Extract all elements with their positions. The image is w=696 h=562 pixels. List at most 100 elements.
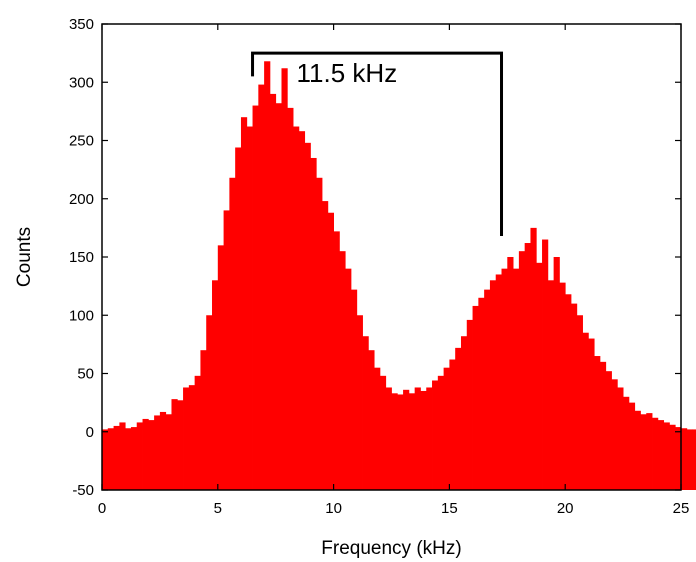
histogram-bar	[235, 147, 242, 491]
histogram-bar	[489, 280, 497, 490]
histogram-bar	[455, 347, 462, 490]
histogram-bar	[565, 294, 572, 490]
histogram-bar	[368, 350, 375, 490]
histogram-bar	[183, 387, 190, 490]
histogram-bar	[200, 350, 207, 490]
histogram-bar	[588, 338, 595, 490]
histogram-bar	[599, 361, 607, 490]
histogram-bar	[130, 427, 138, 490]
y-axis-title: Counts	[14, 227, 35, 287]
x-tick-label: 20	[557, 500, 574, 517]
histogram-bar	[339, 251, 346, 490]
histogram-bar	[159, 411, 167, 490]
histogram-bar	[113, 425, 120, 490]
histogram-bar	[240, 117, 248, 490]
histogram-bar	[617, 387, 624, 490]
peak-separation-label: 11.5 kHz	[297, 58, 398, 88]
y-tick-label: 300	[69, 74, 94, 91]
histogram-bar	[460, 336, 468, 490]
x-tick-label: 5	[214, 500, 222, 517]
histogram-bar	[165, 414, 172, 490]
histogram-bar	[681, 428, 688, 490]
histogram-bar	[484, 289, 491, 490]
histogram-bar	[102, 429, 109, 490]
histogram-bar	[379, 375, 387, 490]
histogram-bar	[212, 280, 219, 490]
histogram-bar	[188, 385, 196, 490]
histogram-bar	[350, 289, 358, 490]
histogram-bar	[513, 268, 520, 490]
y-tick-label: 50	[77, 366, 94, 383]
x-axis-title: Frequency (kHz)	[321, 538, 461, 559]
y-tick-label: 0	[86, 424, 94, 441]
histogram-bar	[414, 387, 421, 490]
histogram-bar	[432, 380, 439, 490]
histogram-bar	[304, 142, 311, 490]
histogram-bar	[154, 415, 161, 490]
y-tick-label: -50	[72, 482, 94, 499]
histogram-bar	[217, 245, 224, 490]
histogram-bar	[385, 387, 392, 490]
histogram-bar	[316, 177, 323, 490]
histogram-bar	[472, 305, 479, 490]
x-axis-tick-labels: 0 5 10 15 20 25	[98, 500, 690, 517]
histogram-bar	[692, 429, 696, 490]
histogram-bar	[466, 319, 473, 490]
x-axis-ticks	[101, 24, 682, 490]
histogram-bar	[559, 282, 566, 490]
histogram-bar	[652, 417, 659, 490]
histogram-bar	[246, 126, 253, 491]
histogram-bar	[675, 427, 682, 490]
peak-separation-bracket	[251, 51, 504, 237]
y-tick-label: 200	[69, 191, 94, 208]
histogram-bar	[356, 315, 363, 490]
histogram-bar	[142, 418, 149, 490]
histogram-bar	[686, 429, 693, 490]
y-tick-label: 100	[69, 307, 94, 324]
histogram-bar	[264, 61, 271, 490]
histogram-bar	[524, 243, 531, 490]
histogram-bar	[576, 315, 583, 490]
histogram-bar	[397, 394, 404, 490]
histogram-bars	[102, 61, 696, 491]
histogram-bar	[536, 262, 543, 490]
histogram-bar	[553, 257, 560, 490]
histogram-bar	[252, 105, 259, 491]
x-tick-label: 0	[98, 500, 106, 517]
y-axis-ticks	[102, 23, 681, 491]
histogram-bar	[281, 68, 288, 491]
histogram-bar	[345, 268, 352, 490]
histogram-bar	[478, 297, 485, 490]
y-tick-label: 350	[69, 16, 94, 33]
histogram-bar	[437, 375, 445, 490]
histogram-bar	[628, 402, 636, 490]
histogram-bar	[322, 201, 329, 490]
histogram-bar	[107, 428, 114, 490]
histogram-bar	[646, 413, 653, 490]
histogram-bar	[594, 356, 601, 490]
histogram-bar	[449, 359, 456, 490]
y-tick-label: 250	[69, 133, 94, 150]
histogram-bar	[420, 390, 427, 490]
x-tick-label: 15	[441, 500, 458, 517]
histogram-bar	[507, 257, 514, 490]
histogram-bar	[403, 389, 410, 490]
histogram-bar	[669, 424, 676, 490]
histogram-bar	[542, 239, 549, 490]
histogram-bar	[269, 93, 277, 491]
histogram-bar	[623, 396, 630, 490]
histogram-bar	[611, 379, 618, 490]
histogram-bar	[495, 274, 502, 490]
histogram-bar	[570, 303, 578, 490]
histogram-bar	[229, 177, 236, 490]
histogram-bar	[518, 251, 526, 490]
histogram-bar	[310, 157, 317, 490]
histogram-bar	[177, 400, 184, 490]
histogram-bar	[547, 280, 555, 490]
histogram-bar	[223, 210, 230, 490]
histogram-bar	[206, 315, 213, 490]
histogram-bar	[408, 393, 416, 490]
histogram-bar	[119, 422, 126, 490]
histogram-bar	[582, 332, 589, 490]
